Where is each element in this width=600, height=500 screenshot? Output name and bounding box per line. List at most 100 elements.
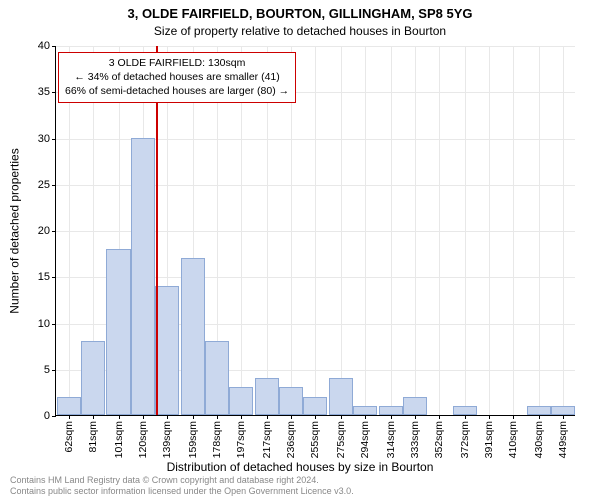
xtick-label: 294sqm	[359, 421, 371, 458]
xtick-label: 275sqm	[335, 421, 347, 458]
ytick-mark	[52, 324, 56, 325]
ytick-mark	[52, 370, 56, 371]
footer-line2: Contains public sector information licen…	[10, 486, 354, 496]
footer-attribution: Contains HM Land Registry data © Crown c…	[10, 475, 354, 496]
chart-title-sub: Size of property relative to detached ho…	[0, 24, 600, 38]
plot-area: 051015202530354062sqm81sqm101sqm120sqm13…	[55, 46, 575, 416]
gridline-v	[513, 46, 514, 415]
xtick-label: 333sqm	[409, 421, 421, 458]
xtick-label: 178sqm	[211, 421, 223, 458]
ytick-label: 40	[38, 40, 50, 52]
xtick-mark	[489, 415, 490, 419]
xtick-mark	[93, 415, 94, 419]
histogram-bar	[329, 378, 353, 415]
ytick-mark	[52, 231, 56, 232]
ytick-label: 15	[38, 271, 50, 283]
histogram-bar	[453, 406, 477, 415]
histogram-bar	[205, 341, 229, 415]
histogram-bar	[229, 387, 253, 415]
xtick-mark	[193, 415, 194, 419]
gridline-v	[439, 46, 440, 415]
ytick-label: 5	[44, 364, 50, 376]
xtick-mark	[315, 415, 316, 419]
xtick-mark	[439, 415, 440, 419]
gridline-v	[539, 46, 540, 415]
xtick-mark	[241, 415, 242, 419]
histogram-bar	[106, 249, 130, 416]
histogram-bar	[527, 406, 551, 415]
xtick-label: 217sqm	[261, 421, 273, 458]
xtick-label: 139sqm	[161, 421, 173, 458]
xtick-label: 236sqm	[285, 421, 297, 458]
ytick-label: 35	[38, 86, 50, 98]
histogram-bar	[403, 397, 427, 416]
ytick-label: 20	[38, 225, 50, 237]
xtick-label: 81sqm	[87, 421, 99, 453]
ytick-mark	[52, 185, 56, 186]
xtick-label: 352sqm	[433, 421, 445, 458]
xtick-label: 255sqm	[309, 421, 321, 458]
annotation-line2: ← 34% of detached houses are smaller (41…	[65, 70, 289, 84]
chart-title-main: 3, OLDE FAIRFIELD, BOURTON, GILLINGHAM, …	[0, 6, 600, 21]
xtick-mark	[143, 415, 144, 419]
histogram-bar	[255, 378, 279, 415]
xtick-mark	[69, 415, 70, 419]
gridline-v	[465, 46, 466, 415]
gridline-v	[391, 46, 392, 415]
histogram-bar	[81, 341, 105, 415]
xtick-mark	[217, 415, 218, 419]
annotation-line1: 3 OLDE FAIRFIELD: 130sqm	[65, 56, 289, 70]
ytick-mark	[52, 277, 56, 278]
gridline-v	[563, 46, 564, 415]
xtick-mark	[365, 415, 366, 419]
histogram-bar	[353, 406, 377, 415]
xtick-label: 391sqm	[483, 421, 495, 458]
chart-container: 3, OLDE FAIRFIELD, BOURTON, GILLINGHAM, …	[0, 0, 600, 500]
gridline-v	[415, 46, 416, 415]
ytick-label: 30	[38, 133, 50, 145]
ytick-mark	[52, 46, 56, 47]
ytick-label: 25	[38, 179, 50, 191]
xtick-mark	[539, 415, 540, 419]
ytick-mark	[52, 92, 56, 93]
histogram-bar	[131, 138, 155, 416]
annotation-line3: 66% of semi-detached houses are larger (…	[65, 84, 289, 98]
histogram-bar	[551, 406, 575, 415]
xtick-label: 159sqm	[187, 421, 199, 458]
histogram-bar	[155, 286, 179, 416]
xtick-label: 430sqm	[533, 421, 545, 458]
xtick-label: 120sqm	[137, 421, 149, 458]
ytick-mark	[52, 416, 56, 417]
ytick-label: 0	[44, 410, 50, 422]
footer-line1: Contains HM Land Registry data © Crown c…	[10, 475, 354, 485]
histogram-bar	[181, 258, 205, 415]
xtick-mark	[267, 415, 268, 419]
xtick-mark	[465, 415, 466, 419]
xtick-label: 449sqm	[557, 421, 569, 458]
y-axis-label: Number of detached properties	[8, 46, 22, 416]
gridline-v	[489, 46, 490, 415]
xtick-label: 62sqm	[63, 421, 75, 453]
gridline-v	[365, 46, 366, 415]
ytick-label: 10	[38, 318, 50, 330]
histogram-bar	[303, 397, 327, 416]
histogram-bar	[57, 397, 81, 416]
histogram-bar	[279, 387, 303, 415]
x-axis-label: Distribution of detached houses by size …	[0, 460, 600, 474]
xtick-mark	[513, 415, 514, 419]
gridline-v	[315, 46, 316, 415]
xtick-mark	[391, 415, 392, 419]
xtick-mark	[415, 415, 416, 419]
xtick-mark	[119, 415, 120, 419]
annotation-box: 3 OLDE FAIRFIELD: 130sqm ← 34% of detach…	[58, 52, 296, 103]
xtick-label: 197sqm	[235, 421, 247, 458]
xtick-label: 314sqm	[385, 421, 397, 458]
xtick-label: 101sqm	[113, 421, 125, 458]
ytick-mark	[52, 139, 56, 140]
xtick-mark	[563, 415, 564, 419]
xtick-mark	[167, 415, 168, 419]
xtick-mark	[341, 415, 342, 419]
gridline-v	[341, 46, 342, 415]
histogram-bar	[379, 406, 403, 415]
xtick-mark	[291, 415, 292, 419]
